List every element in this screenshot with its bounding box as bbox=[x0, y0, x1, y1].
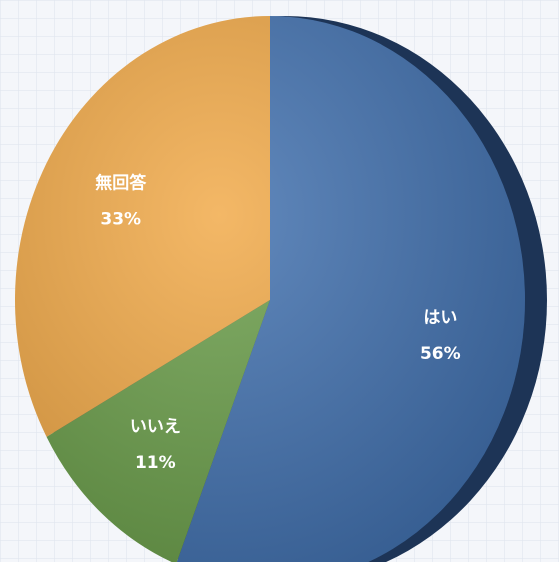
slice-label: いいえ bbox=[130, 417, 181, 437]
slice-value-label: 33% bbox=[100, 210, 141, 230]
slice-value-label: 56% bbox=[420, 344, 461, 364]
slice-label: 無回答 bbox=[95, 173, 147, 194]
slice-value-label: 11% bbox=[135, 453, 176, 473]
slice-label: はい bbox=[423, 308, 457, 328]
pie-shading bbox=[15, 16, 525, 562]
